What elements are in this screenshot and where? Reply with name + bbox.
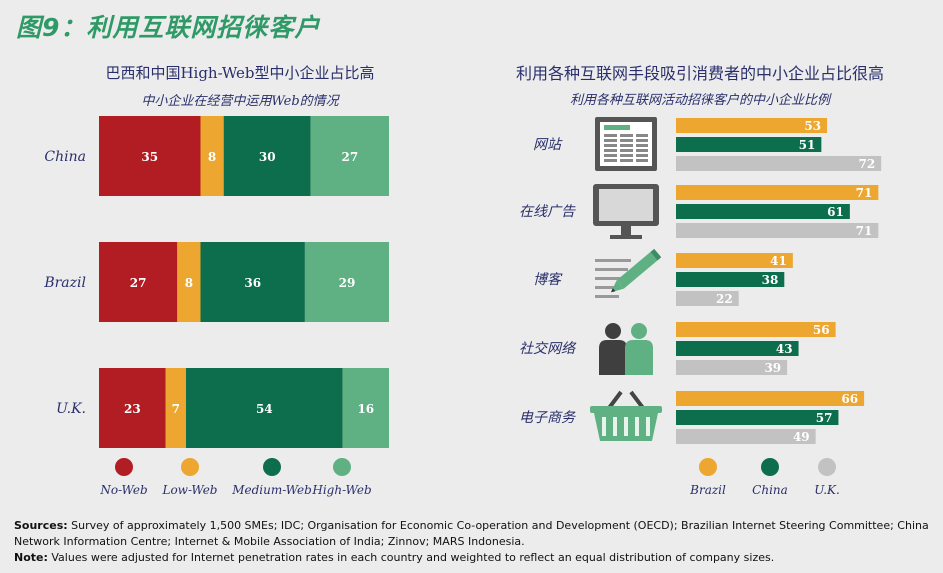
legend-marker	[699, 458, 717, 476]
data-label: 51	[799, 138, 816, 152]
legend-label: Low-Web	[161, 483, 217, 497]
sources-text: Survey of approximately 1,500 SMEs; IDC;…	[14, 519, 929, 548]
legend-label: No-Web	[99, 483, 147, 497]
data-label: 43	[776, 342, 793, 356]
data-label: 61	[827, 205, 844, 219]
legend-label: Brazil	[689, 483, 726, 497]
note-line: Note: Values were adjusted for Internet …	[14, 550, 929, 566]
data-label: 38	[762, 273, 779, 287]
figure-title: 图9：利用互联网招徕客户	[16, 13, 321, 42]
data-label: 27	[130, 276, 147, 290]
people-icon	[599, 323, 653, 375]
data-label: 71	[856, 224, 873, 238]
bar	[676, 272, 785, 287]
legend-marker	[333, 458, 351, 476]
legend-label: U.K.	[814, 483, 840, 497]
data-label: 29	[339, 276, 356, 290]
bar	[676, 223, 879, 238]
bar-segment	[200, 116, 224, 196]
data-label: 23	[124, 402, 141, 416]
data-label: 7	[172, 402, 180, 416]
bar	[676, 204, 850, 219]
data-label: 72	[858, 157, 875, 171]
data-label: 22	[716, 292, 733, 306]
category-label: 网站	[533, 137, 563, 153]
basket-icon	[590, 390, 662, 441]
bar-segment	[99, 116, 201, 196]
legend-label: Medium-Web	[231, 483, 312, 497]
bar	[676, 185, 879, 200]
bar	[676, 429, 816, 444]
data-label: 30	[259, 150, 276, 164]
legend-marker	[263, 458, 281, 476]
data-label: 53	[804, 119, 821, 133]
data-label: 36	[244, 276, 261, 290]
bar-segment	[99, 368, 166, 448]
bar	[676, 341, 799, 356]
monitor-icon	[593, 184, 659, 239]
sources-line: Sources: Survey of approximately 1,500 S…	[14, 518, 929, 550]
category-label: 社交网络	[519, 341, 577, 357]
data-label: 8	[185, 276, 193, 290]
data-label: 49	[793, 430, 810, 444]
category-label: U.K.	[56, 401, 86, 417]
category-label: 博客	[533, 272, 563, 288]
category-label: China	[44, 149, 86, 165]
note-text: Values were adjusted for Internet penetr…	[51, 551, 775, 564]
data-label: 56	[813, 323, 830, 337]
left-chart-title: 巴西和中国High-Web型中小企业占比高	[105, 64, 375, 82]
bar-segment	[310, 116, 389, 196]
right-chart-title: 利用各种互联网手段吸引消费者的中小企业占比很高	[515, 64, 884, 83]
bar-segment	[165, 368, 186, 448]
category-label: Brazil	[43, 275, 86, 291]
data-label: 57	[816, 411, 833, 425]
sources-label: Sources:	[14, 519, 68, 532]
pencil-icon	[595, 248, 662, 298]
data-label: 66	[841, 392, 858, 406]
footnote: Sources: Survey of approximately 1,500 S…	[14, 518, 929, 566]
legend-marker	[818, 458, 836, 476]
bar	[676, 118, 828, 133]
data-label: 27	[341, 150, 358, 164]
bar	[676, 291, 739, 306]
bar	[676, 253, 793, 268]
bar	[676, 410, 839, 425]
category-label: 在线广告	[519, 204, 576, 220]
note-label: Note:	[14, 551, 48, 564]
bar	[676, 360, 788, 375]
bar-segment	[304, 242, 389, 322]
bar	[676, 137, 822, 152]
data-label: 39	[764, 361, 781, 375]
data-label: 41	[770, 254, 787, 268]
data-label: 71	[856, 186, 873, 200]
left-chart-subtitle: 中小企业在经营中运用Web的情况	[141, 94, 339, 109]
data-label: 16	[357, 402, 374, 416]
bar	[676, 156, 882, 171]
data-label: 8	[208, 150, 216, 164]
data-label: 35	[141, 150, 158, 164]
right-chart-subtitle: 利用各种互联网活动招徕客户的中小企业比例	[569, 93, 830, 108]
legend-marker	[115, 458, 133, 476]
bar	[676, 391, 865, 406]
legend-label: High-Web	[311, 483, 371, 497]
website-icon	[595, 117, 657, 171]
legend-marker	[761, 458, 779, 476]
data-label: 54	[256, 402, 273, 416]
bar-segment	[177, 242, 201, 322]
bar	[676, 322, 836, 337]
bar-segment	[99, 242, 178, 322]
legend-marker	[181, 458, 199, 476]
bar-segment	[223, 116, 311, 196]
bar-segment	[186, 368, 343, 448]
bar-segment	[200, 242, 305, 322]
bar-segment	[342, 368, 389, 448]
category-label: 电子商务	[519, 410, 576, 426]
legend-label: China	[752, 483, 788, 497]
